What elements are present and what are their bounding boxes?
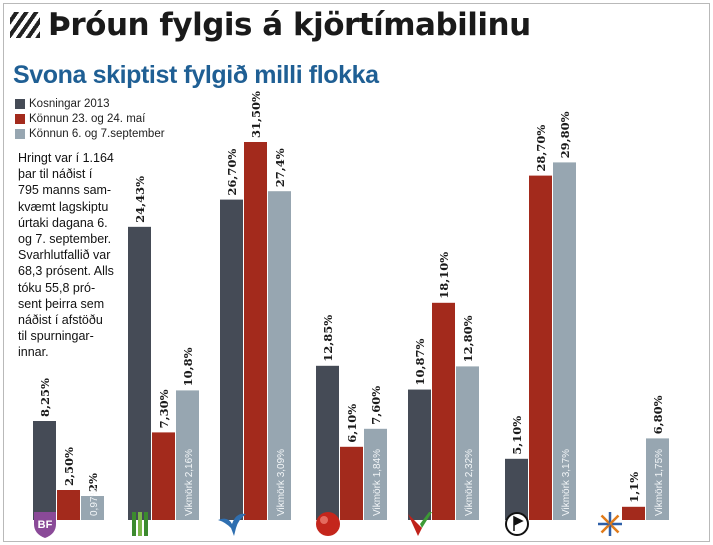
bar-1-0 <box>128 226 151 520</box>
page-title: Þróun fylgis á kjörtímabilinu <box>48 7 531 43</box>
value-label-2-1: 31,50% <box>249 91 263 138</box>
value-label-4-2: 12,80% <box>461 315 475 362</box>
legend-item-sept: Könnun 6. og 7.september <box>15 126 165 141</box>
value-label-5-1: 28,70% <box>534 125 548 172</box>
legend-label-mai: Könnun 23. og 24. maí <box>29 112 146 125</box>
headline: Þróun fylgis á kjörtímabilinu <box>10 6 531 44</box>
value-label-1-0: 24,43% <box>133 176 147 223</box>
bar-1-2 <box>176 390 199 520</box>
margin-label-5: Vikmörk 3,17% <box>561 449 572 516</box>
bar-4-2 <box>456 366 479 520</box>
legend-swatch-sept <box>15 128 25 139</box>
value-label-4-0: 10,87% <box>413 339 427 386</box>
bar-0-1 <box>57 490 80 520</box>
star-icon <box>598 512 622 536</box>
value-label-3-1: 6,10% <box>345 404 359 443</box>
bar-5-1 <box>529 175 552 520</box>
margin-label-2: Vikmörk 3,09% <box>276 449 287 516</box>
bar-2-0 <box>220 199 243 520</box>
value-label-2-2: 27,4% <box>273 148 287 187</box>
bar-2-1 <box>244 142 267 520</box>
bar-1-1 <box>152 432 175 520</box>
legend-swatch-mai <box>15 113 25 124</box>
bar-5-0 <box>505 458 528 520</box>
value-label-6-2: 6,80% <box>651 395 665 434</box>
bar-6-1 <box>622 506 645 520</box>
legend-item-mai: Könnun 23. og 24. maí <box>15 111 165 126</box>
value-label-5-2: 29,80% <box>558 111 572 158</box>
legend-item-2013: Kosningar 2013 <box>15 96 165 111</box>
bar-3-2 <box>364 428 387 520</box>
legend: Kosningar 2013 Könnun 23. og 24. maí Kön… <box>15 96 165 141</box>
value-label-2-0: 26,70% <box>225 149 239 196</box>
value-label-0-0: 8,25% <box>38 378 52 417</box>
margin-label-6: Vikmörk 1,75% <box>654 449 665 516</box>
value-label-1-1: 7,30% <box>157 389 171 428</box>
falcon-icon <box>218 513 246 536</box>
hatch-icon <box>10 12 40 38</box>
value-label-3-0: 12,85% <box>321 315 335 362</box>
methodology-note: Hringt var í 1.164 þar til náðist í 795 … <box>18 151 114 360</box>
bar-5-2 <box>553 162 576 520</box>
bar-6-2 <box>646 438 669 520</box>
bar-4-0 <box>408 389 431 520</box>
legend-label-sept: Könnun 6. og 7.september <box>29 127 165 140</box>
bar-3-1 <box>340 446 363 520</box>
bar-4-1 <box>432 302 455 520</box>
bar-0-0 <box>33 421 56 520</box>
margin-label-3: Vikmörk 1,84% <box>372 449 383 516</box>
value-label-6-1: 1,1% <box>627 472 641 503</box>
value-label-0-2: 2% <box>86 473 100 492</box>
pirate-flag-icon <box>505 512 529 536</box>
legend-label-2013: Kosningar 2013 <box>29 97 110 110</box>
bar-0-2 <box>81 496 104 520</box>
value-label-5-0: 5,10% <box>510 416 524 455</box>
chart-subtitle: Svona skiptist fylgið milli flokka <box>13 61 379 89</box>
legend-swatch-2013 <box>15 98 25 109</box>
margin-label-4: Vikmörk 2,32% <box>464 449 475 516</box>
bf-shield-icon: BF <box>34 512 56 538</box>
margin-label-0: 0,97% <box>89 488 100 516</box>
value-label-1-2: 10,8% <box>181 347 195 386</box>
green-bars-icon <box>132 512 148 536</box>
value-label-0-1: 2,50% <box>62 447 76 486</box>
green-red-v-icon <box>408 512 432 536</box>
value-label-4-1: 18,10% <box>437 252 451 299</box>
bf-logo-text: BF <box>38 519 53 531</box>
bar-2-2 <box>268 191 291 520</box>
bar-3-0 <box>316 365 339 520</box>
margin-label-1: Vikmörk 2,16% <box>184 449 195 516</box>
red-ball-icon <box>316 512 340 536</box>
value-label-3-2: 7,60% <box>369 386 383 425</box>
